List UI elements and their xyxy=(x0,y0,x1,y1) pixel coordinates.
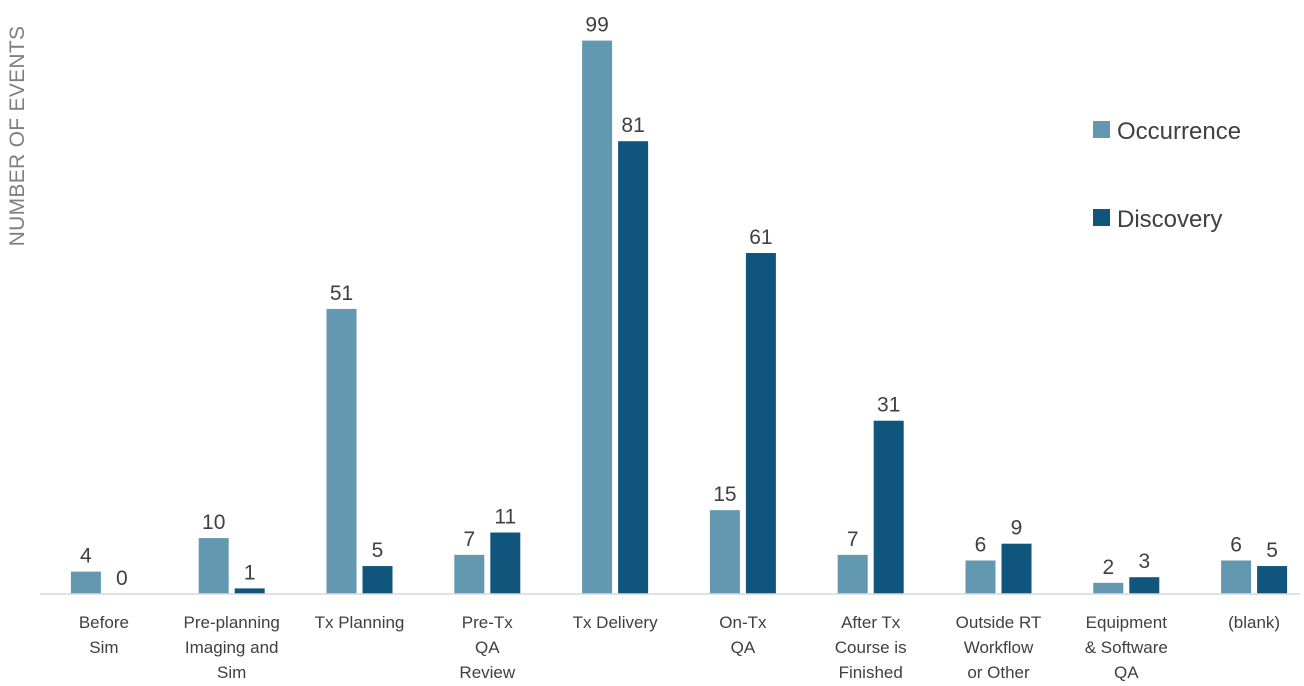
value-label-discovery-7: 9 xyxy=(1011,517,1023,540)
value-label-discovery-6: 31 xyxy=(877,394,900,417)
value-label-occurrence-1: 10 xyxy=(202,511,225,534)
category-label-1: Pre-planning Imaging and Sim xyxy=(183,613,279,682)
category-label-6: After Tx Course is Finished xyxy=(835,613,907,682)
category-label-9: (blank) xyxy=(1228,613,1280,632)
value-label-discovery-8: 3 xyxy=(1138,550,1150,573)
bar-occurrence-8 xyxy=(1093,582,1124,594)
category-labels-layer: Before Sim Pre-planning Imaging and Sim Tx Pl… xyxy=(79,613,1280,682)
category-label-4: Tx Delivery xyxy=(573,613,659,632)
value-label-discovery-5: 61 xyxy=(749,226,772,249)
bars-layer xyxy=(70,40,1288,595)
value-label-occurrence-8: 2 xyxy=(1102,556,1114,579)
legend-swatch-discovery xyxy=(1093,209,1110,226)
bar-discovery-6 xyxy=(873,420,904,594)
category-label-7: Outside RT Workflow or Other xyxy=(956,613,1042,682)
value-label-occurrence-7: 6 xyxy=(975,533,987,556)
value-label-discovery-3: 11 xyxy=(494,506,516,529)
value-label-discovery-2: 5 xyxy=(372,539,384,562)
value-label-discovery-9: 5 xyxy=(1266,539,1278,562)
bar-discovery-4 xyxy=(618,141,649,594)
bar-discovery-9 xyxy=(1257,566,1288,594)
value-label-discovery-4: 81 xyxy=(621,114,644,137)
bar-occurrence-0 xyxy=(70,571,101,594)
category-label-0: Before Sim xyxy=(79,613,129,657)
value-label-occurrence-3: 7 xyxy=(463,528,475,551)
bar-discovery-1 xyxy=(234,588,265,594)
bar-occurrence-3 xyxy=(454,554,485,594)
value-label-discovery-1: 1 xyxy=(244,561,256,584)
category-label-8: Equipment & Software QA xyxy=(1085,613,1168,682)
value-label-occurrence-2: 51 xyxy=(330,282,353,305)
bar-occurrence-7 xyxy=(965,560,996,594)
bar-occurrence-6 xyxy=(837,554,868,594)
bar-discovery-5 xyxy=(745,253,776,594)
category-label-3: Pre-Tx QA Review xyxy=(459,613,515,682)
legend-label-discovery: Discovery xyxy=(1117,206,1222,233)
value-label-occurrence-5: 15 xyxy=(713,483,736,506)
bar-occurrence-5 xyxy=(709,510,740,594)
bar-occurrence-1 xyxy=(198,538,229,594)
legend-label-occurrence: Occurrence xyxy=(1117,118,1241,145)
value-label-occurrence-6: 7 xyxy=(847,528,859,551)
legend: Occurrence Discovery xyxy=(1093,118,1241,233)
bar-occurrence-9 xyxy=(1221,560,1252,594)
category-label-5: On-Tx QA xyxy=(719,613,767,657)
value-label-occurrence-9: 6 xyxy=(1230,533,1242,556)
value-labels-layer: 4 0 10 1 51 5 7 11 99 81 15 61 7 31 6 9 2 3 6 5 xyxy=(80,14,1278,590)
bar-discovery-3 xyxy=(490,532,521,594)
bar-occurrence-2 xyxy=(326,308,357,594)
category-label-2: Tx Planning xyxy=(315,613,405,632)
y-axis-label: NUMBER OF EVENTS xyxy=(6,26,29,247)
bar-occurrence-4 xyxy=(582,40,613,594)
value-label-occurrence-4: 99 xyxy=(585,14,608,37)
value-label-occurrence-0: 4 xyxy=(80,545,92,568)
value-label-discovery-0: 0 xyxy=(116,567,128,590)
legend-swatch-occurrence xyxy=(1093,121,1110,138)
bar-discovery-7 xyxy=(1001,543,1032,594)
bar-discovery-8 xyxy=(1129,577,1160,594)
bar-discovery-2 xyxy=(362,566,393,594)
